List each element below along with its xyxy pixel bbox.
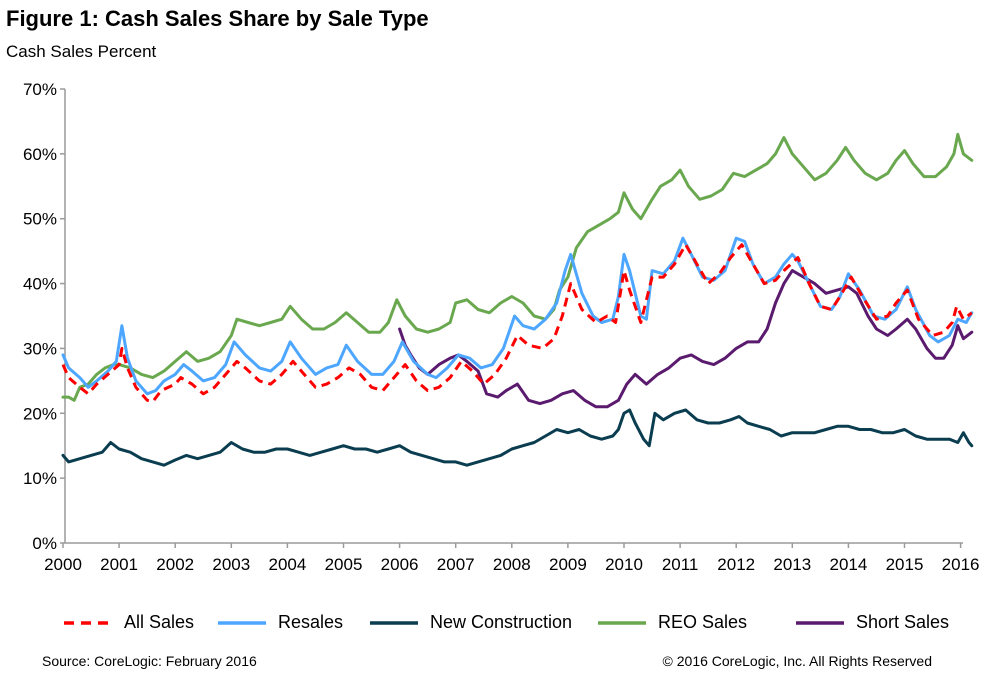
x-tick-label: 2004 bbox=[268, 555, 306, 574]
x-tick-label: 2009 bbox=[549, 555, 587, 574]
series-line-resales bbox=[61, 236, 974, 396]
chart-legend: All Sales Resales New Construction REO Sale… bbox=[0, 612, 1004, 646]
x-tick-label: 2001 bbox=[100, 555, 138, 574]
x-tick-label: 2010 bbox=[605, 555, 643, 574]
x-tick-label: 2000 bbox=[44, 555, 82, 574]
legend-item-new-construction: New Construction bbox=[368, 612, 572, 633]
copyright-note: © 2016 CoreLogic, Inc. All Rights Reserv… bbox=[662, 653, 932, 669]
chart-axes: 0% 10% 20% 30% 40% 50% 60% 70% 2000 2001 2002 2003 2… bbox=[23, 80, 980, 574]
legend-swatch bbox=[796, 620, 844, 625]
chart-subtitle: Cash Sales Percent bbox=[6, 42, 157, 61]
x-tick-label: 2008 bbox=[493, 555, 531, 574]
legend-label: All Sales bbox=[124, 612, 195, 632]
x-tick-label: 2015 bbox=[886, 555, 924, 574]
chart-plot-area bbox=[61, 132, 974, 467]
y-tick-label: 10% bbox=[23, 469, 57, 488]
x-tick-label: 2014 bbox=[829, 555, 867, 574]
legend-item-reo-sales: REO Sales bbox=[596, 612, 747, 633]
x-tick-label: 2011 bbox=[662, 555, 699, 574]
legend-item-all-sales: All Sales bbox=[62, 612, 194, 633]
y-tick-label: 70% bbox=[23, 80, 57, 99]
x-tick-label: 2012 bbox=[717, 555, 755, 574]
y-tick-label: 20% bbox=[23, 404, 57, 423]
y-tick-label: 40% bbox=[23, 275, 57, 294]
series-line-short-sales bbox=[398, 269, 974, 409]
x-tick-label: 2005 bbox=[325, 555, 363, 574]
legend-swatch bbox=[598, 620, 646, 625]
x-tick-label: 2007 bbox=[437, 555, 475, 574]
legend-swatch bbox=[218, 620, 266, 625]
legend-swatch bbox=[64, 620, 112, 625]
x-tick-label: 2002 bbox=[156, 555, 194, 574]
legend-label: Short Sales bbox=[856, 612, 950, 632]
y-tick-label: 60% bbox=[23, 145, 57, 164]
legend-label: Resales bbox=[278, 612, 344, 632]
y-tick-label: 50% bbox=[23, 210, 57, 229]
legend-swatch bbox=[370, 620, 418, 625]
legend-label: REO Sales bbox=[658, 612, 748, 632]
source-note: Source: CoreLogic: February 2016 bbox=[42, 653, 257, 669]
x-tick-label: 2003 bbox=[212, 555, 250, 574]
legend-label: New Construction bbox=[430, 612, 573, 632]
series-line-all-sales bbox=[61, 243, 973, 404]
y-tick-label: 30% bbox=[23, 339, 57, 358]
chart-title: Figure 1: Cash Sales Share by Sale Type bbox=[6, 6, 429, 31]
legend-item-resales: Resales bbox=[216, 612, 343, 633]
legend-item-short-sales: Short Sales bbox=[794, 612, 949, 633]
series-line-new-construction bbox=[61, 408, 974, 467]
series-line-reo-sales bbox=[61, 132, 974, 402]
y-tick-label: 0% bbox=[32, 534, 57, 553]
x-tick-label: 2016 bbox=[942, 555, 980, 574]
x-tick-label: 2006 bbox=[381, 555, 419, 574]
x-tick-label: 2013 bbox=[773, 555, 811, 574]
